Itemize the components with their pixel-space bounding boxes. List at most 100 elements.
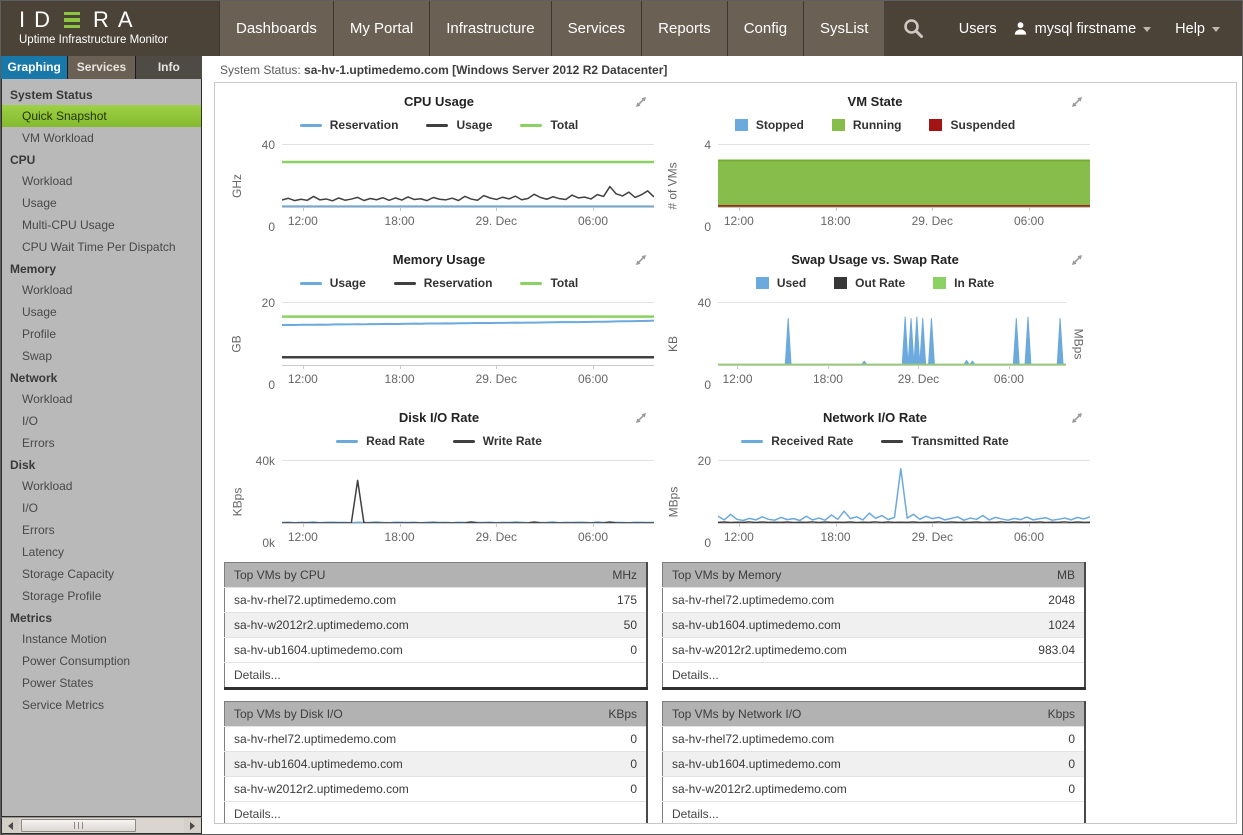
- chart-plot-area: [282, 302, 654, 369]
- nav-item-services[interactable]: Services: [551, 1, 642, 56]
- vm-name-cell[interactable]: sa-hv-rhel72.uptimedemo.com: [224, 726, 564, 752]
- nav-item-reports[interactable]: Reports: [642, 1, 727, 56]
- legend-item-used[interactable]: Used: [755, 276, 806, 290]
- table-top-vms-by-memory: Top VMs by Memory MB sa-hv-rhel72.uptimede…: [662, 562, 1086, 690]
- expand-chart-icon[interactable]: [634, 95, 648, 114]
- sidebar-item-i-o[interactable]: I/O: [22, 501, 39, 515]
- tab-info[interactable]: Info: [135, 56, 202, 79]
- scroll-right-button[interactable]: [184, 818, 201, 833]
- legend-item-reservation[interactable]: Reservation: [393, 276, 492, 290]
- nav-item-syslist[interactable]: SysList: [804, 1, 885, 56]
- sidebar-item-workload[interactable]: Workload: [22, 392, 73, 406]
- sidebar-item-cpu-wait-time-per-dispatch[interactable]: CPU Wait Time Per Dispatch: [22, 240, 176, 254]
- details-link[interactable]: Details...: [224, 662, 647, 689]
- legend-item-stopped[interactable]: Stopped: [734, 118, 804, 132]
- sidebar-section-cpu: CPU: [10, 153, 36, 167]
- sidebar-item-swap[interactable]: Swap: [22, 349, 53, 363]
- y-axis-ticks: 20 0: [261, 296, 275, 392]
- legend-item-transmitted-rate[interactable]: Transmitted Rate: [881, 434, 1009, 448]
- legend-item-read-rate[interactable]: Read Rate: [336, 434, 425, 448]
- table-row: sa-hv-w2012r2.uptimedemo.com 983.04: [662, 637, 1085, 663]
- tab-services[interactable]: Services: [68, 56, 135, 79]
- table-header-title: Top VMs by Disk I/O: [224, 701, 564, 727]
- nav-item-dashboards[interactable]: Dashboards: [220, 1, 333, 56]
- users-link[interactable]: Users: [958, 20, 997, 37]
- vm-value-cell: 0: [563, 776, 647, 802]
- vm-name-cell[interactable]: sa-hv-ub1604.uptimedemo.com: [662, 751, 1004, 777]
- legend-item-total[interactable]: Total: [520, 118, 578, 132]
- sidebar-tabs: Graphing Services Info: [1, 56, 202, 79]
- expand-chart-icon[interactable]: [634, 411, 648, 430]
- expand-chart-icon[interactable]: [634, 253, 648, 272]
- sidebar-item-usage[interactable]: Usage: [22, 196, 57, 210]
- legend-item-out-rate[interactable]: Out Rate: [834, 276, 905, 290]
- scroll-left-button[interactable]: [2, 818, 19, 833]
- y-axis-unit: GB: [230, 335, 244, 353]
- vm-name-cell[interactable]: sa-hv-rhel72.uptimedemo.com: [662, 587, 991, 613]
- vm-name-cell[interactable]: sa-hv-ub1604.uptimedemo.com: [224, 751, 564, 777]
- nav-item-config[interactable]: Config: [727, 1, 804, 56]
- sidebar-item-quick-snapshot[interactable]: Quick Snapshot: [2, 105, 201, 127]
- top-nav-bar: ID RA Uptime Infrastructure Monitor Dash…: [1, 1, 1242, 56]
- sidebar-item-profile[interactable]: Profile: [22, 327, 57, 341]
- expand-chart-icon[interactable]: [1070, 253, 1084, 272]
- sidebar-item-storage-capacity[interactable]: Storage Capacity: [22, 567, 115, 581]
- user-menu[interactable]: mysql firstname: [1013, 21, 1152, 37]
- details-link[interactable]: Details...: [662, 801, 1085, 823]
- charts-grid: CPU Usage Reservation Usage Total GHz 40 0 12:0…: [224, 94, 1227, 550]
- help-menu[interactable]: Help: [1175, 21, 1220, 37]
- y-axis-unit: KB: [665, 335, 680, 353]
- sidebar-item-power-states[interactable]: Power States: [22, 676, 94, 690]
- scrollbar-thumb[interactable]: [21, 819, 137, 832]
- sidebar-item-workload[interactable]: Workload: [22, 174, 73, 188]
- vm-name-cell[interactable]: sa-hv-w2012r2.uptimedemo.com: [224, 612, 570, 638]
- legend-item-total[interactable]: Total: [520, 276, 578, 290]
- tab-graphing[interactable]: Graphing: [1, 56, 68, 79]
- sidebar-item-multi-cpu-usage[interactable]: Multi-CPU Usage: [22, 218, 115, 232]
- legend-item-write-rate[interactable]: Write Rate: [452, 434, 542, 448]
- legend-item-in-rate[interactable]: In Rate: [933, 276, 994, 290]
- chart-legend: Received Rate Transmitted Rate: [660, 434, 1090, 448]
- vm-name-cell[interactable]: sa-hv-w2012r2.uptimedemo.com: [662, 776, 1004, 802]
- vm-name-cell[interactable]: sa-hv-ub1604.uptimedemo.com: [224, 637, 570, 663]
- sidebar-item-usage[interactable]: Usage: [22, 305, 57, 319]
- sidebar-item-i-o[interactable]: I/O: [22, 414, 39, 428]
- vm-name-cell[interactable]: sa-hv-rhel72.uptimedemo.com: [662, 726, 1004, 752]
- sidebar-item-instance-motion[interactable]: Instance Motion: [22, 632, 107, 646]
- legend-swatch-icon: [520, 123, 543, 127]
- username: mysql firstname: [1034, 20, 1137, 37]
- legend-item-usage[interactable]: Usage: [299, 276, 366, 290]
- search-icon[interactable]: [902, 17, 925, 40]
- expand-chart-icon[interactable]: [1070, 411, 1084, 430]
- sidebar-item-errors[interactable]: Errors: [22, 436, 55, 450]
- vm-name-cell[interactable]: sa-hv-w2012r2.uptimedemo.com: [662, 637, 991, 663]
- table-top-vms-by-disk-i-o: Top VMs by Disk I/O KBps sa-hv-rhel72.upti…: [224, 701, 648, 823]
- sidebar-horizontal-scrollbar[interactable]: [1, 817, 202, 834]
- vm-name-cell[interactable]: sa-hv-w2012r2.uptimedemo.com: [224, 776, 564, 802]
- legend-item-reservation[interactable]: Reservation: [299, 118, 398, 132]
- sidebar-item-errors[interactable]: Errors: [22, 523, 55, 537]
- vm-name-cell[interactable]: sa-hv-rhel72.uptimedemo.com: [224, 587, 570, 613]
- main-nav: Dashboards My Portal Infrastructure Service…: [219, 1, 885, 56]
- legend-label: Out Rate: [855, 276, 906, 290]
- legend-item-received-rate[interactable]: Received Rate: [741, 434, 853, 448]
- table-header-unit: MB: [990, 562, 1085, 588]
- sidebar-item-power-consumption[interactable]: Power Consumption: [22, 654, 131, 668]
- details-link[interactable]: Details...: [662, 662, 1085, 689]
- legend-label: Received Rate: [771, 434, 854, 448]
- legend-item-running[interactable]: Running: [831, 118, 901, 132]
- details-link[interactable]: Details...: [224, 801, 647, 823]
- expand-chart-icon[interactable]: [1070, 95, 1084, 114]
- sidebar-item-vm-workload[interactable]: VM Workload: [22, 131, 94, 145]
- vm-name-cell[interactable]: sa-hv-ub1604.uptimedemo.com: [662, 612, 991, 638]
- sidebar-item-workload[interactable]: Workload: [22, 479, 73, 493]
- table-row: sa-hv-ub1604.uptimedemo.com 0: [224, 751, 647, 777]
- legend-item-usage[interactable]: Usage: [426, 118, 492, 132]
- sidebar-item-workload[interactable]: Workload: [22, 283, 73, 297]
- legend-item-suspended[interactable]: Suspended: [929, 118, 1015, 132]
- nav-item-infrastructure[interactable]: Infrastructure: [430, 1, 551, 56]
- sidebar-item-latency[interactable]: Latency: [22, 545, 65, 559]
- sidebar-item-service-metrics[interactable]: Service Metrics: [22, 698, 105, 712]
- sidebar-item-storage-profile[interactable]: Storage Profile: [22, 589, 102, 603]
- nav-item-my-portal[interactable]: My Portal: [333, 1, 430, 56]
